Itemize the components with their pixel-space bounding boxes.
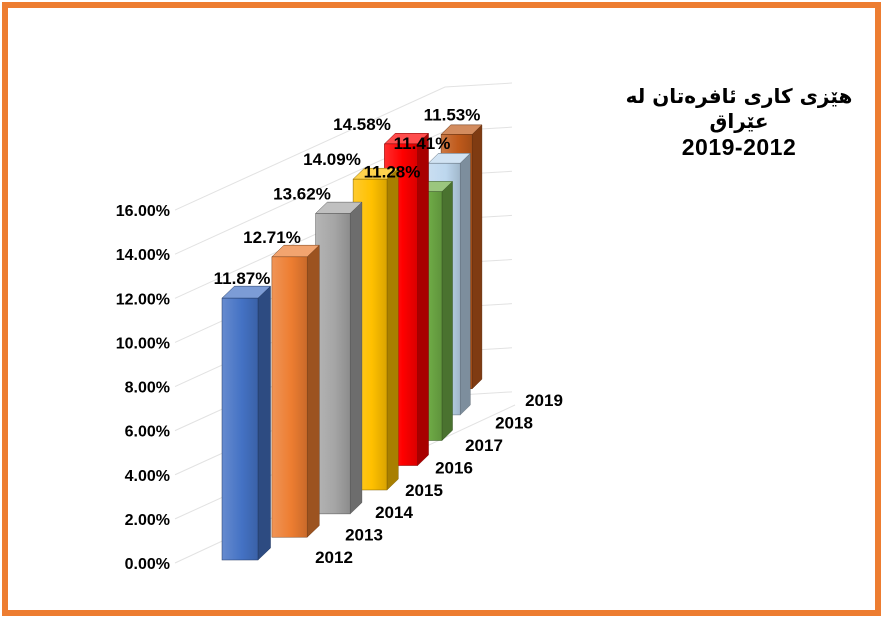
bar-side-face xyxy=(257,285,271,561)
category-label-2015: 2015 xyxy=(405,481,443,500)
category-label-2012: 2012 xyxy=(315,548,353,567)
bar-front-face xyxy=(315,213,351,515)
chart-title: هێزی کاری ئافرەتان له عێراق 2019-2012 xyxy=(605,84,873,160)
data-labels: 11.87% 12.71% 13.62% 14.09% 14.58% 11.28% 11.4… xyxy=(214,105,481,288)
value-tick-8.00%: 8.00% xyxy=(125,380,170,397)
value-tick-4.00%: 4.00% xyxy=(125,468,170,485)
category-label-2017: 2017 xyxy=(465,436,503,455)
chart-title-text: هێزی کاری ئافرەتان له عێراق xyxy=(625,84,853,133)
bar-side-face xyxy=(459,153,471,416)
value-tick-12.00%: 12.00% xyxy=(116,291,170,308)
data-label-2014: 13.62% xyxy=(273,184,331,203)
value-tick-6.00%: 6.00% xyxy=(125,424,170,441)
data-label-2019: 11.53% xyxy=(424,105,481,124)
category-label-2016: 2016 xyxy=(435,458,473,477)
bar-2013 xyxy=(271,244,320,538)
bar-side-face xyxy=(349,201,363,515)
category-label-2013: 2013 xyxy=(345,526,383,545)
category-label-2019: 2019 xyxy=(525,391,563,410)
chart-title-years: 2019-2012 xyxy=(681,134,797,160)
data-label-2016: 14.58% xyxy=(333,115,391,134)
category-label-2018: 2018 xyxy=(495,414,533,433)
data-label-2017: 11.28% xyxy=(364,163,421,182)
bar-side-face xyxy=(441,181,453,441)
bars xyxy=(221,124,483,561)
bar-front-face xyxy=(271,256,308,538)
value-tick-16.00%: 16.00% xyxy=(116,203,170,220)
bar-front-face xyxy=(221,297,259,561)
data-label-2013: 12.71% xyxy=(243,228,301,247)
value-axis-labels: 0.00% 2.00% 4.00% 6.00% 8.00% 10.00% 12.00% 14.… xyxy=(116,203,170,573)
value-tick-14.00%: 14.00% xyxy=(116,247,170,264)
bar-2012 xyxy=(221,285,271,561)
bar-side-face xyxy=(386,167,399,491)
data-label-2012: 11.87% xyxy=(214,269,271,288)
bar-side-face xyxy=(471,124,483,390)
value-tick-0.00%: 0.00% xyxy=(125,556,170,573)
value-tick-2.00%: 2.00% xyxy=(125,512,170,529)
bar-side-face xyxy=(306,244,320,538)
data-label-2015: 14.09% xyxy=(303,150,361,169)
value-tick-10.00%: 10.00% xyxy=(116,335,170,352)
category-label-2014: 2014 xyxy=(375,503,413,522)
gridline-16.00% xyxy=(174,82,513,211)
bar-side-face xyxy=(417,133,429,466)
bar-2014 xyxy=(315,201,363,515)
data-label-2018: 11.41% xyxy=(394,134,451,153)
category-axis-labels: 2012 2013 2014 2015 2016 2017 2018 2019 xyxy=(315,391,563,567)
